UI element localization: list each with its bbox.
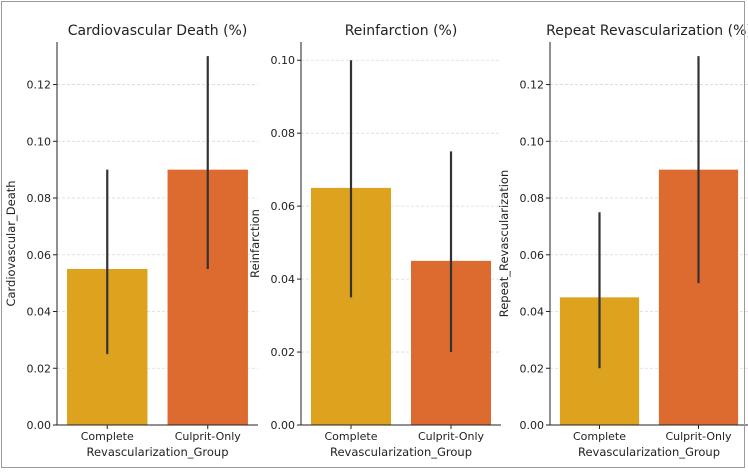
y-tick-label: 0.00 bbox=[520, 419, 545, 432]
y-tick-label: 0.06 bbox=[520, 249, 545, 262]
x-axis-label: Revascularization_Group bbox=[86, 445, 228, 459]
y-tick-label: 0.08 bbox=[27, 192, 52, 205]
x-tick-label: Complete bbox=[324, 430, 377, 443]
x-tick-label: Complete bbox=[573, 430, 626, 443]
x-tick-label: Complete bbox=[81, 430, 134, 443]
y-tick-label: 0.10 bbox=[27, 135, 52, 148]
y-tick-label: 0.12 bbox=[27, 79, 52, 92]
y-axis-label: Repeat_Revascularization bbox=[497, 170, 511, 318]
y-tick-label: 0.08 bbox=[520, 192, 545, 205]
x-tick-label: Culprit-Only bbox=[418, 430, 485, 443]
subplot-title: Reinfarction (%) bbox=[345, 23, 458, 39]
y-tick-label: 0.02 bbox=[520, 362, 545, 375]
y-tick-label: 0.06 bbox=[27, 249, 52, 262]
y-axis-label: Cardiovascular_Death bbox=[4, 180, 18, 306]
y-tick-label: 0.00 bbox=[271, 419, 296, 432]
y-tick-label: 0.04 bbox=[27, 306, 52, 319]
x-tick-label: Culprit-Only bbox=[665, 430, 732, 443]
y-tick-label: 0.04 bbox=[520, 306, 545, 319]
subplot-1: Complete Culprit-Only 0.00 0.02 0.04 0.06 0.08… bbox=[4, 23, 258, 459]
y-tick-label: 0.10 bbox=[520, 135, 545, 148]
subplot-3: Complete Culprit-Only 0.00 0.02 0.04 0.06 0.08… bbox=[497, 23, 748, 459]
subplot-title: Repeat Revascularization (%) bbox=[546, 23, 748, 39]
y-tick-label: 0.12 bbox=[520, 79, 545, 92]
x-axis-label: Revascularization_Group bbox=[330, 445, 472, 459]
y-tick-label: 0.00 bbox=[27, 419, 52, 432]
y-tick-label: 0.06 bbox=[271, 200, 296, 213]
y-tick-label: 0.04 bbox=[271, 273, 296, 286]
y-tick-label: 0.08 bbox=[271, 127, 296, 140]
subplot-title: Cardiovascular Death (%) bbox=[68, 23, 248, 39]
x-axis-label: Revascularization_Group bbox=[578, 445, 720, 459]
y-tick-label: 0.02 bbox=[271, 346, 296, 359]
y-tick-label: 0.10 bbox=[271, 54, 296, 67]
y-axis-label: Reinfarction bbox=[248, 209, 262, 278]
y-tick-label: 0.02 bbox=[27, 362, 52, 375]
subplot-2: Complete Culprit-Only 0.00 0.02 0.04 0.06 0.08… bbox=[248, 23, 501, 459]
x-tick-label: Culprit-Only bbox=[175, 430, 242, 443]
